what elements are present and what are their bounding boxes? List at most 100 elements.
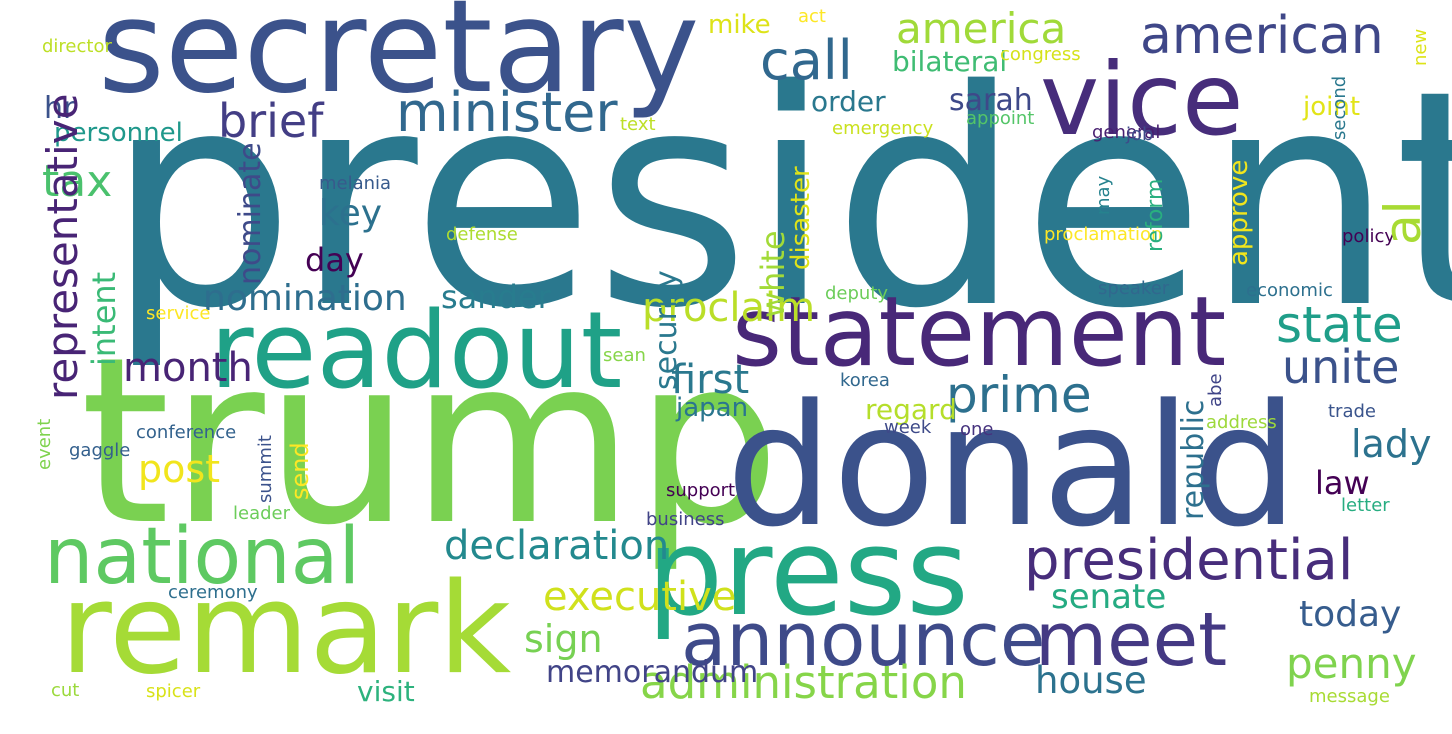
word-speaker: policy [1342,226,1395,247]
word-declaration: house [1035,659,1147,702]
word-ceremony: leader [233,503,291,524]
word-state: al [1374,200,1432,245]
word-service: deputy [825,283,889,304]
word-prime: unite [1282,340,1400,394]
word-economic: speaker [1098,278,1170,299]
word-may: reform [1143,178,1168,252]
word-intent: representative [38,93,87,400]
word-president: president [106,27,1452,374]
word-act: mike [708,10,771,40]
word-key: proclaim [642,285,816,331]
word-first: declaration [444,523,670,569]
word-trump: trump [80,309,781,576]
word-text: director [42,36,112,57]
word-spicer: cut [51,680,80,701]
word-senate: first [671,357,750,403]
word-joint: sarah [949,83,1033,118]
word-sean: service [146,303,211,324]
word-policy: proclamation [1044,224,1163,245]
word-national: national [44,512,361,602]
word-post: month [123,345,253,391]
word-week: regard [865,393,957,426]
word-cut: gaggle [69,440,131,461]
word-event: event [34,418,55,470]
word-support: business [646,509,725,530]
word-business: message [1309,686,1390,707]
word-readout: readout [210,289,623,412]
word-japan: korea [840,370,890,391]
word-representative: spicer [146,681,201,702]
word-presidential: presidential [1024,528,1354,593]
word-congress: act [798,6,826,27]
word-melania: job [1126,124,1154,145]
word-director: congress [1000,44,1081,65]
word-letter: trade [1328,401,1376,422]
word-general: appoint [966,108,1035,129]
word-proclamation: defense [446,224,518,245]
word-remark: remark [60,555,512,702]
word-visit: sign [524,617,603,661]
word-korea: sean [603,345,646,366]
word-white: security [649,270,684,390]
word-donald: donald [726,368,1299,564]
word-tax: post [138,447,221,491]
word-al: abe [1205,373,1226,407]
word-order: bilateral [892,45,1008,78]
word-secretary: secretary [98,0,700,122]
word-month: day [305,241,364,279]
word-mike: joint [1303,92,1361,122]
word-gaggle: conference [136,422,237,443]
word-leader: support [666,480,736,501]
word-america: america [896,4,1067,53]
word-hr: tax [42,156,113,207]
word-one: week [884,417,932,438]
word-executive: senate [1051,577,1167,617]
word-second: may [1093,175,1114,215]
word-emergency: text [620,114,656,135]
word-today: memorandum [546,655,759,690]
word-sarah: order [811,85,886,118]
word-press: press [647,504,969,643]
word-personnel: hr [44,91,76,126]
word-conference: ceremony [168,582,258,603]
word-defense: melania [319,173,392,194]
word-meet: meet [1035,597,1228,683]
word-address: one [960,419,994,440]
word-day: key [319,193,383,234]
word-deputy: economic [1246,280,1333,301]
word-unite: state [1276,296,1403,354]
word-penny: prime [946,366,1092,424]
word-proclaim: nomination [203,278,407,319]
word-approve: republic [1176,399,1211,520]
word-job: general [1092,122,1161,143]
word-security: nominate [233,142,268,285]
word-brief: brief [218,94,324,148]
word-announce: announce [681,597,1046,683]
word-appoint: emergency [832,118,934,139]
word-new: second [1329,75,1350,140]
word-administration: administration [640,656,967,709]
word-memorandum: visit [357,675,415,708]
word-minister: minister [396,81,618,144]
word-trade: address [1206,412,1277,433]
word-call: call [760,29,853,92]
word-message: letter [1341,495,1390,516]
word-reform: approve [1224,159,1254,266]
word-regard: japan [676,393,749,423]
word-lady: today [1299,594,1402,635]
word-send: send [286,442,314,500]
word-statement: statement [732,276,1227,388]
word-american: american [1140,6,1384,66]
word-vice: vice [1040,41,1244,158]
word-sign: executive [543,574,737,620]
word-republic: disaster [786,166,816,270]
word-house: penny [1286,639,1417,688]
word-law: lady [1351,422,1432,466]
word-summit: summit [255,435,276,503]
word-bilateral: personnel [54,118,183,148]
word-abe: new [1410,28,1431,66]
word-sander: law [1315,464,1370,502]
word-nomination: sander [441,278,551,316]
word-nominate: intent [85,271,123,366]
